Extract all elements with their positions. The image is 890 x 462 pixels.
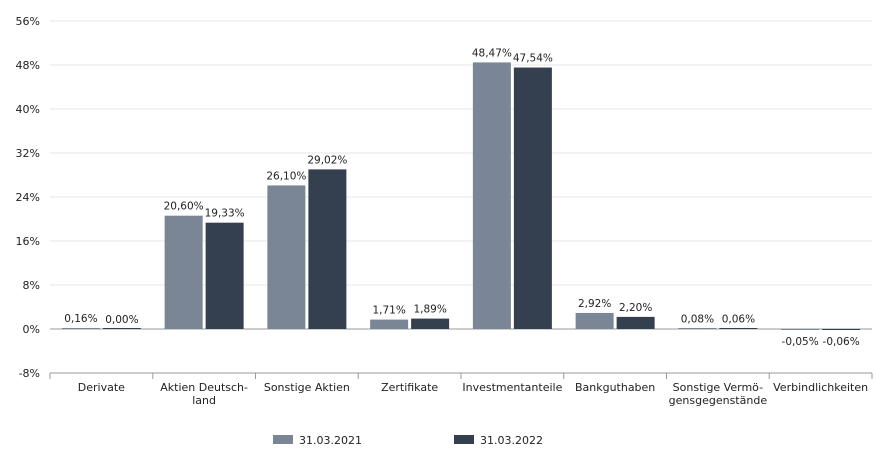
legend-label: 31.03.2022 [480, 434, 543, 447]
x-category-label: Investmentanteile [462, 381, 562, 394]
data-label: 47,54% [513, 53, 553, 65]
bar-series-2 [719, 328, 758, 329]
bar-series-1 [575, 312, 614, 329]
bar-series-2 [102, 328, 141, 329]
data-labels: 0,16% 0,00% 20,60%19,33% 26,10%29,02% 1,71% 1… [64, 47, 860, 348]
y-tick-label: 8% [23, 279, 40, 292]
data-label: 29,02% [307, 154, 347, 166]
bars [61, 62, 861, 330]
x-category-label: Sonstige Aktien [264, 381, 350, 394]
data-label: 19,33% [205, 208, 245, 220]
y-tick-label: 40% [16, 103, 40, 116]
x-axis-categories: Derivate Aktien Deutsch-land Sonstige Akti… [78, 381, 868, 407]
legend-swatch [454, 435, 474, 444]
bar-series-2 [616, 316, 655, 329]
data-label: 0,06% [722, 314, 755, 326]
y-tick-label: 0% [23, 323, 40, 336]
bar-series-2 [513, 67, 552, 329]
data-label: 0,16% [64, 313, 97, 325]
bar-series-2 [205, 222, 244, 329]
bar-series-2 [308, 169, 347, 329]
data-label: 0,08% [681, 314, 714, 326]
x-category-label: Bankguthaben [575, 381, 655, 394]
data-label: 1,89% [413, 304, 446, 316]
data-label: -0,05% [782, 336, 819, 348]
data-label: -0,06% [823, 336, 860, 348]
x-category-label: Derivate [78, 381, 125, 394]
y-tick-label: 48% [16, 59, 40, 72]
bar-series-1 [267, 185, 306, 329]
data-label: 1,71% [372, 305, 405, 317]
bar-series-2 [822, 329, 861, 330]
x-category-label: Zertifikate [381, 381, 438, 394]
y-tick-label: 32% [16, 147, 40, 160]
data-label: 48,47% [472, 47, 512, 59]
legend: 31.03.2021 31.03.2022 [273, 434, 543, 447]
x-category-label: Aktien Deutsch- [160, 381, 248, 394]
x-category-label: Verbindlichkeiten [773, 381, 868, 394]
bar-series-1 [164, 215, 203, 329]
data-label: 26,10% [266, 170, 306, 182]
data-label: 20,60% [164, 201, 204, 213]
y-tick-label: 16% [16, 235, 40, 248]
x-category-label: Sonstige Vermö- [673, 381, 763, 394]
bar-series-1 [472, 62, 511, 329]
bar-series-1 [781, 329, 820, 330]
x-category-label: land [192, 394, 216, 407]
bar-series-1 [678, 328, 717, 329]
bar-series-1 [370, 319, 409, 329]
y-tick-label: 56% [16, 15, 40, 28]
y-axis-ticks: -8% 0% 8% 16% 24% 32% 40% 48% 56% [16, 15, 40, 380]
bar-series-2 [411, 318, 450, 329]
x-category-label: gensgegenstände [669, 394, 768, 407]
data-label: 2,92% [578, 298, 611, 310]
y-tick-label: -8% [19, 367, 40, 380]
legend-swatch [273, 435, 293, 444]
bar-series-1 [61, 328, 100, 329]
legend-label: 31.03.2021 [299, 434, 362, 447]
data-label: 0,00% [105, 314, 138, 326]
data-label: 2,20% [619, 302, 652, 314]
y-tick-label: 24% [16, 191, 40, 204]
